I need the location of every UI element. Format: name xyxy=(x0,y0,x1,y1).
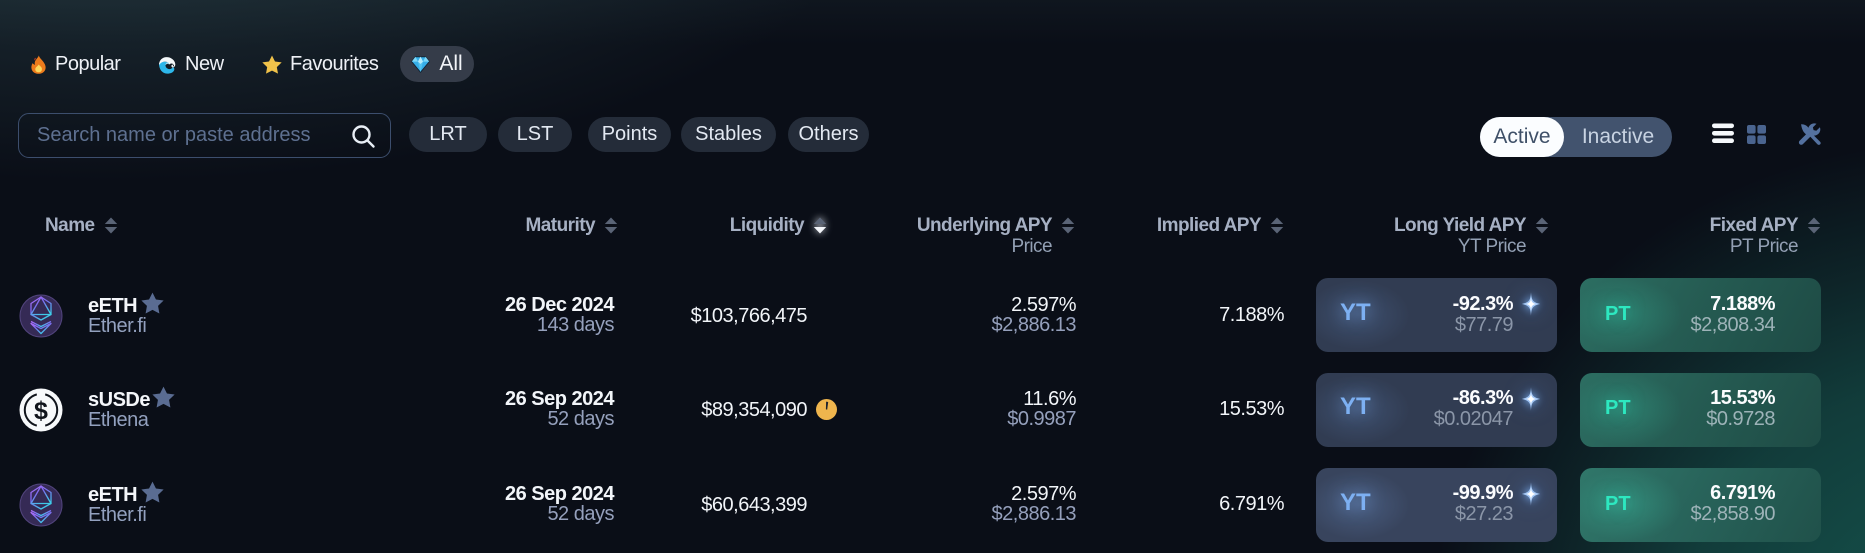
svg-text:$: $ xyxy=(34,397,48,425)
